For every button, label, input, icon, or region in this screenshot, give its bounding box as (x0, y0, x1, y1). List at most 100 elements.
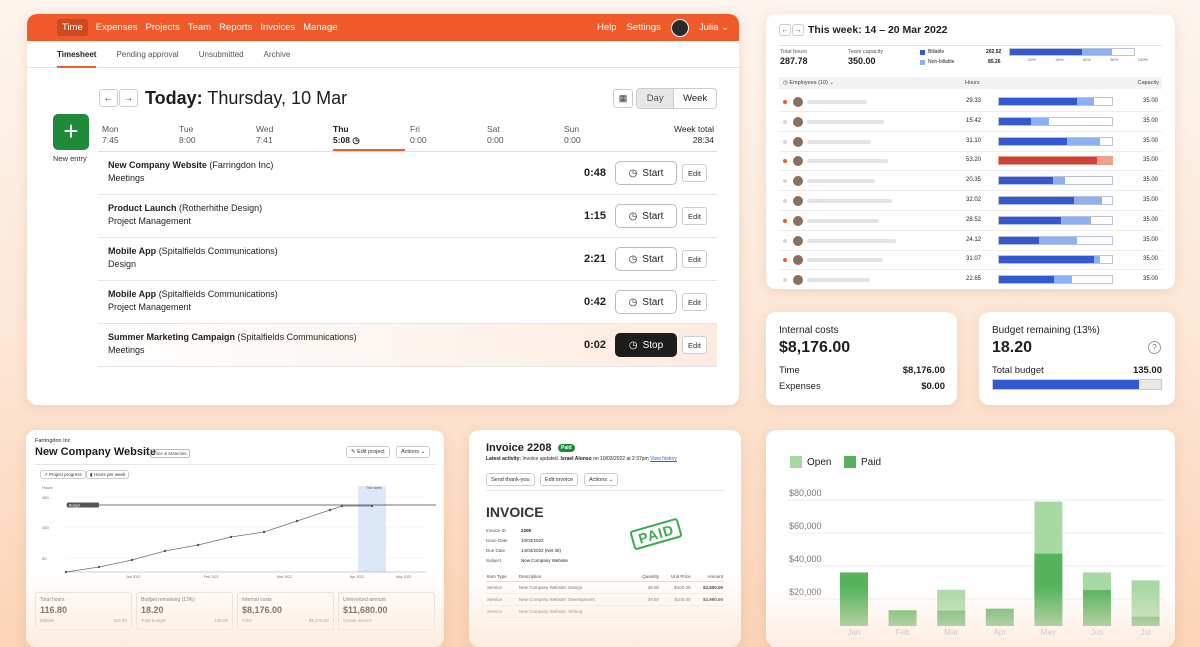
project-name: Summer Marketing Campaign (108, 332, 236, 342)
start-timer-button[interactable]: ◷ Start (615, 204, 677, 228)
nav-help[interactable]: Help (596, 22, 617, 33)
previous-week-button[interactable]: ← (779, 24, 791, 36)
next-week-button[interactable]: → (792, 24, 804, 36)
stop-label: Stop (642, 339, 664, 351)
billable-value: 202.52 (986, 49, 1002, 55)
nonbillable-label: Non-billable (928, 59, 955, 65)
this-week-highlight (358, 486, 386, 572)
employee-avatar (793, 97, 803, 107)
nav-reports[interactable]: Reports (219, 22, 253, 33)
nav-manage[interactable]: Manage (303, 22, 338, 33)
day-name: Sun (564, 124, 580, 134)
entry-project: Mobile App (Spitalfields Communications) (108, 289, 278, 299)
nav-settings[interactable]: Settings (626, 22, 661, 33)
help-icon[interactable]: ? (1148, 341, 1161, 354)
tab-archive[interactable]: Archive (263, 49, 291, 59)
employee-avatar (793, 215, 803, 226)
employee-hours-bar (998, 196, 1113, 205)
start-timer-button[interactable]: ◷ Start (615, 247, 677, 271)
next-day-button[interactable]: → (119, 89, 138, 107)
arrow-left-icon: ← (103, 92, 114, 104)
day-name: Fri (410, 124, 420, 134)
day-mon[interactable]: Mon 7:45 (102, 124, 119, 146)
user-menu[interactable]: Julia ⌄ (699, 22, 729, 33)
bar-open-may[interactable] (1034, 501, 1063, 554)
nav-time[interactable]: Time (57, 19, 88, 36)
edit-entry-button[interactable]: Edit (682, 207, 707, 225)
user-avatar[interactable] (670, 18, 689, 37)
status-dot (783, 159, 787, 164)
chevron-down-icon: ⌄ (608, 476, 614, 483)
invoice-actions-button[interactable]: Actions ⌄ (584, 473, 619, 486)
tab-unsubmitted[interactable]: Unsubmitted (198, 49, 244, 59)
edit-entry-button[interactable]: Edit (682, 164, 707, 182)
progress-point (295, 519, 299, 523)
employee-row[interactable]: 29.33 35.00 (779, 92, 1162, 112)
bar-open-jun[interactable] (1083, 572, 1111, 590)
day-tue[interactable]: Tue 8:00 (179, 124, 196, 146)
employee-row[interactable]: 24.12 35.00 (779, 231, 1162, 251)
start-timer-button[interactable]: ◷ Start (615, 290, 677, 314)
edit-project-button[interactable]: ✎ Edit project (346, 446, 390, 458)
tab-hours-per-week[interactable]: ▮ Hours per week (86, 470, 130, 479)
invoice-meta-row: Due Date 14/04/2022 (Net 30) (486, 546, 568, 556)
y-tick-label: $60,000 (789, 521, 822, 531)
total-budget-label: Total budget (992, 365, 1044, 376)
edit-entry-button[interactable]: Edit (682, 293, 707, 311)
chart-icon: ↗ (44, 471, 48, 477)
start-label: Start (642, 296, 664, 308)
stop-timer-button[interactable]: ◷ Stop (615, 333, 677, 357)
day-time: 5:08 (333, 135, 351, 145)
today-date: Thursday, 10 Mar (207, 88, 348, 108)
invoice-meta: Invoice ID 2208 Issue Date 10/03/2022 Due Da… (486, 526, 568, 566)
employee-row[interactable]: 31.10 35.00 (779, 132, 1162, 152)
employee-row[interactable]: 31.07 35.00 (779, 250, 1162, 271)
employee-row[interactable]: 53.20 35.00 (779, 151, 1162, 172)
employee-row[interactable]: 20.35 35.00 (779, 171, 1162, 192)
arrow-right-icon: → (794, 26, 802, 34)
day-name: Mon (102, 124, 119, 134)
employee-avatar (793, 156, 803, 167)
view-week-button[interactable]: Week (673, 89, 716, 108)
nav-invoices[interactable]: Invoices (260, 22, 296, 33)
tab-project-progress[interactable]: ↗ Project progress (40, 470, 86, 479)
nonbillable-fill (1061, 216, 1091, 224)
employee-row[interactable]: 15.42 35.00 (779, 112, 1162, 132)
calendar-button[interactable]: ▦ (613, 89, 633, 108)
day-fri[interactable]: Fri 0:00 (410, 124, 427, 146)
employee-row[interactable]: 22.65 35.00 (779, 270, 1162, 289)
day-sat[interactable]: Sat 0:00 (487, 124, 504, 146)
employee-row[interactable]: 32.02 35.00 (779, 191, 1162, 211)
day-sun[interactable]: Sun 0:00 (564, 124, 581, 146)
nav-team[interactable]: Team (187, 22, 212, 33)
progress-point (229, 535, 233, 539)
view-day-button[interactable]: Day (637, 89, 674, 108)
time-entry-row: Mobile App (Spitalfields Communications)… (98, 238, 717, 281)
day-thu[interactable]: Thu 5:08 ◷ (333, 124, 405, 151)
status-dot (783, 199, 787, 203)
nav-projects[interactable]: Projects (145, 22, 180, 33)
start-timer-button[interactable]: ◷ Start (615, 161, 677, 185)
send-thank-you-button[interactable]: Send thank-you (486, 473, 535, 486)
edit-entry-button[interactable]: Edit (682, 250, 707, 268)
employees-column-header[interactable]: ◷ Employees (10) ⌄ (783, 80, 834, 86)
day-wed[interactable]: Wed 7:41 (256, 124, 273, 146)
status-dot (783, 218, 787, 223)
edit-invoice-button[interactable]: Edit invoice (540, 473, 579, 486)
budget-progress-bar (992, 379, 1162, 390)
new-entry-button[interactable]: + (53, 114, 89, 150)
entry-duration: 0:48 (583, 167, 606, 179)
previous-day-button[interactable]: ← (99, 89, 118, 107)
nav-expenses[interactable]: Expenses (95, 22, 138, 33)
view-history-link[interactable]: View history (650, 456, 677, 462)
billable-fill (999, 98, 1077, 105)
tab-pending-approval[interactable]: Pending approval (116, 49, 179, 59)
project-actions-button[interactable]: Actions ⌄ (396, 446, 431, 458)
employee-row[interactable]: 28.52 35.00 (779, 211, 1162, 231)
progress-point (340, 504, 344, 508)
tab-timesheet[interactable]: Timesheet (57, 41, 97, 68)
team-capacity-value: 350.00 (848, 56, 876, 66)
invoice-title: Invoice 2208 (486, 442, 552, 454)
edit-entry-button[interactable]: Edit (682, 336, 707, 354)
progress-point (163, 549, 167, 553)
